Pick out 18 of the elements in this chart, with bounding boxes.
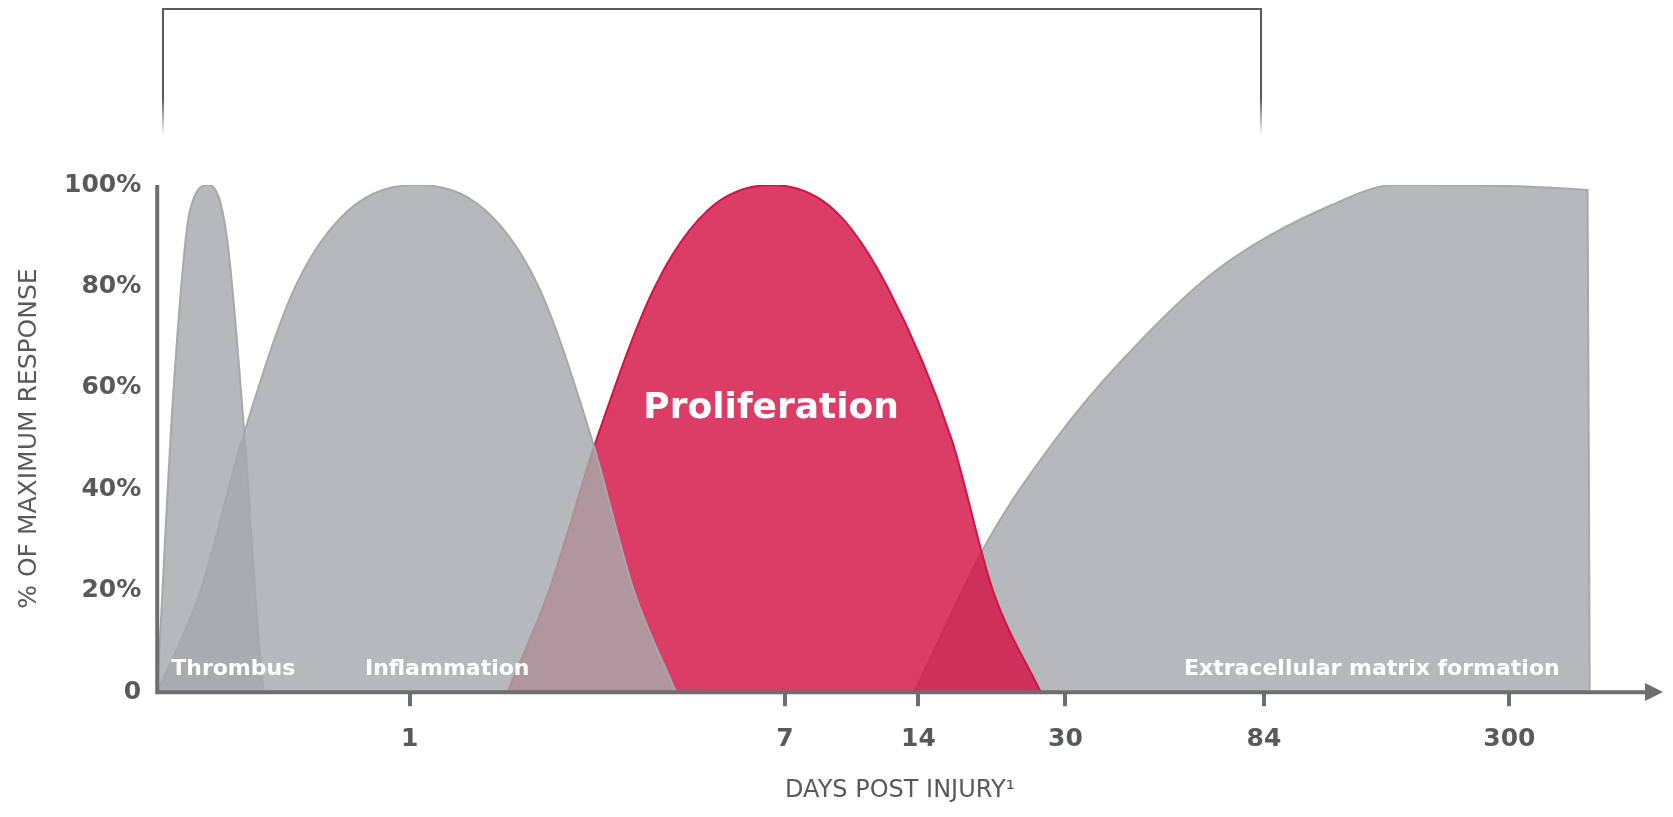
y-tick-label: 40%	[81, 472, 142, 502]
y-tick-label: 20%	[81, 574, 142, 604]
x-tick-label: 7	[776, 722, 794, 752]
x-tick-label: 300	[1483, 722, 1536, 752]
x-tick-label: 14	[901, 722, 936, 752]
series-label: Proliferation	[643, 384, 899, 426]
y-tick-label: 0	[123, 675, 142, 705]
x-tick-label: 1	[400, 722, 419, 752]
y-axis-title: % OF MAXIMUM RESPONSE	[12, 268, 42, 609]
x-axis-title: DAYS POST INJURY¹	[785, 774, 1016, 803]
y-tick-label: 80%	[81, 269, 142, 299]
y-tick-label: 60%	[81, 371, 142, 401]
series-label: Thrombus	[171, 654, 296, 680]
x-tick-label: 84	[1246, 722, 1282, 752]
series-label: Extracellular matrix formation	[1183, 654, 1560, 680]
y-tick-label: 100%	[64, 168, 142, 198]
x-tick-label: 30	[1048, 722, 1083, 752]
series-label: Inflammation	[364, 654, 530, 680]
